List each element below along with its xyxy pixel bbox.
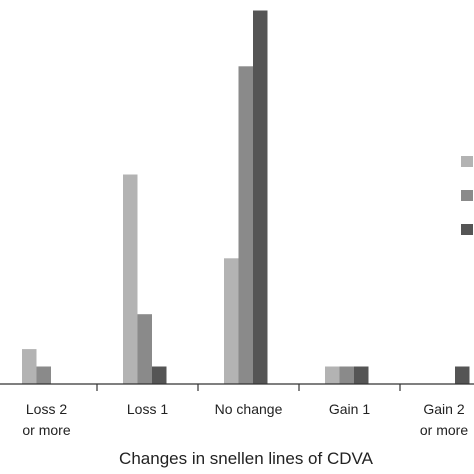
bars-layer xyxy=(22,10,470,385)
legend-swatch-1 xyxy=(461,156,473,167)
x-tick-label-4-line-1: Gain 1 xyxy=(329,401,370,417)
bar-s1-c1 xyxy=(22,349,37,384)
x-tick-label-2-line-1: Loss 1 xyxy=(127,401,168,417)
x-tick-label-1-line-1: Loss 2 xyxy=(26,401,67,417)
bar-s3-c3 xyxy=(253,10,268,384)
x-tick-label-5-line-2: or more xyxy=(420,422,468,438)
x-ticks xyxy=(96,384,401,391)
bar-s2-c1 xyxy=(36,366,51,384)
bar-s2-c4 xyxy=(339,366,354,384)
bar-s3-c2 xyxy=(152,366,167,384)
bar-s3-c4 xyxy=(354,366,369,384)
legend-swatch-2 xyxy=(461,190,473,201)
x-tick-label-1-line-2: or more xyxy=(22,422,70,438)
bar-s1-c2 xyxy=(123,174,138,384)
legend xyxy=(461,156,473,235)
legend-swatch-3 xyxy=(461,224,473,235)
bar-s3-c5 xyxy=(455,366,470,384)
x-tick-label-5-line-1: Gain 2 xyxy=(423,401,464,417)
x-tick-labels: Loss 2 or more Loss 1 No change Gain 1 Gain 2… xyxy=(22,401,468,438)
x-axis-title: Changes in snellen lines of CDVA xyxy=(119,449,374,468)
bar-s1-c4 xyxy=(325,366,340,384)
x-tick-label-3-line-1: No change xyxy=(215,401,283,417)
bar-s1-c3 xyxy=(224,258,239,384)
bar-s2-c2 xyxy=(137,314,152,384)
bar-s2-c3 xyxy=(238,66,253,385)
